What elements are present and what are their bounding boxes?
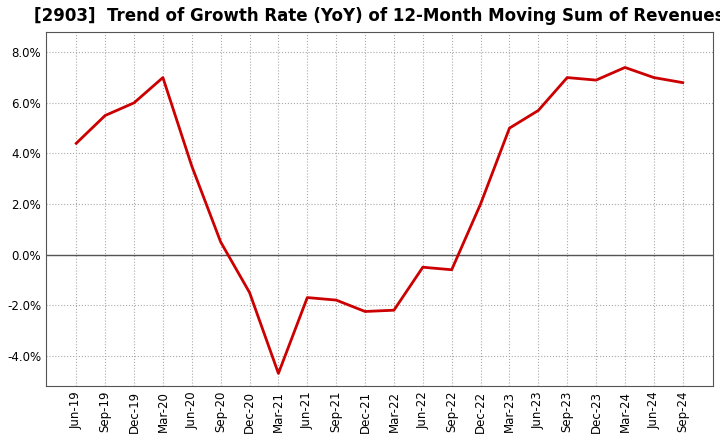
Title: [2903]  Trend of Growth Rate (YoY) of 12-Month Moving Sum of Revenues: [2903] Trend of Growth Rate (YoY) of 12-… xyxy=(35,7,720,25)
